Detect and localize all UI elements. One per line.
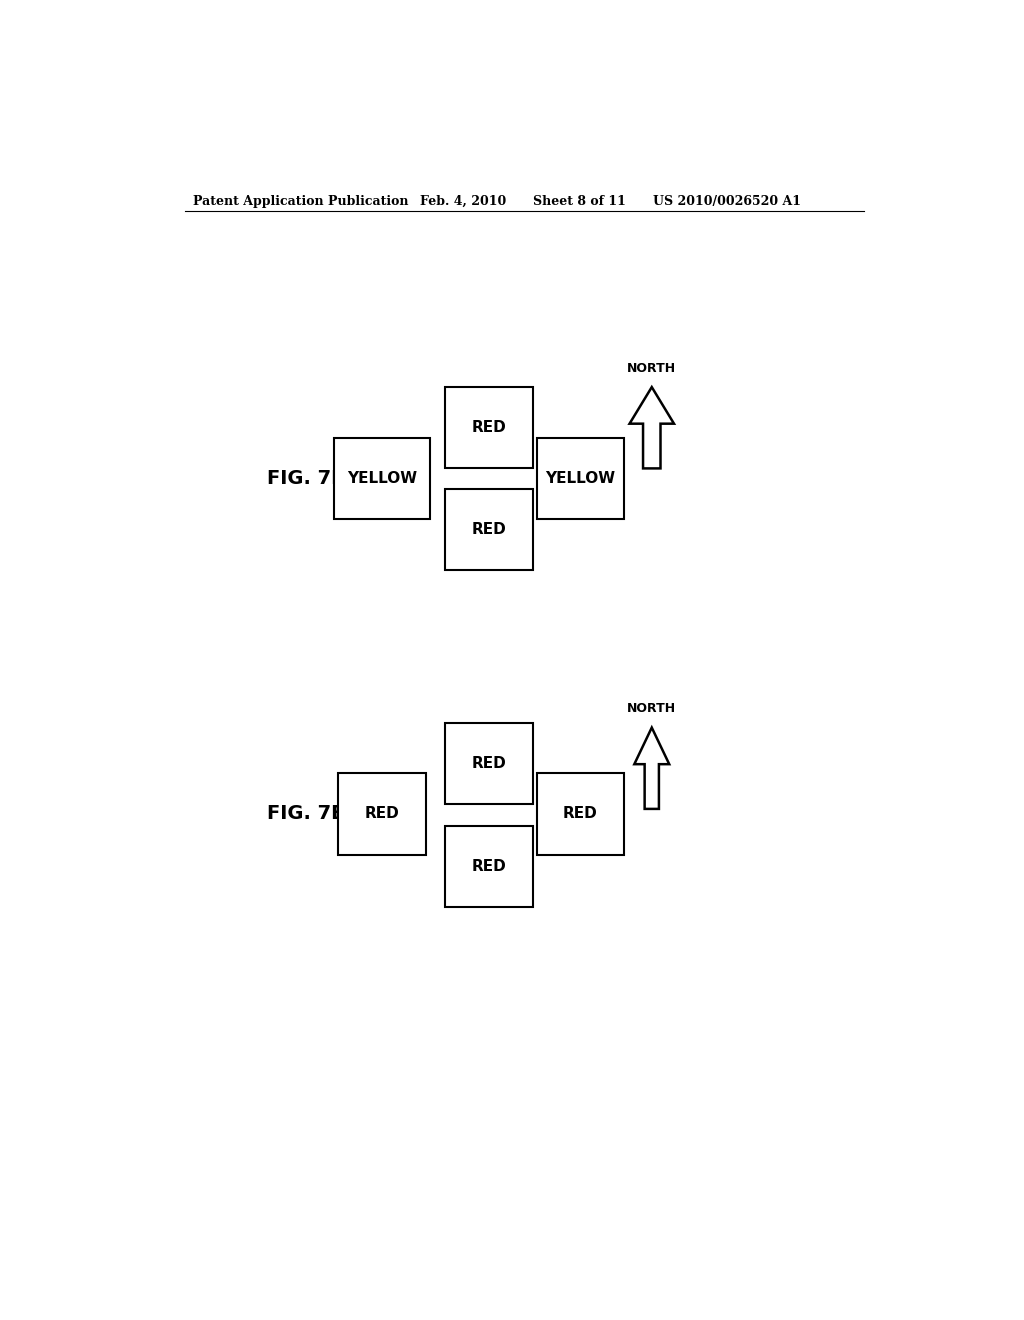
Text: Patent Application Publication: Patent Application Publication bbox=[194, 194, 409, 207]
Bar bbox=[445, 826, 532, 907]
Bar bbox=[338, 774, 426, 854]
Text: US 2010/0026520 A1: US 2010/0026520 A1 bbox=[653, 194, 802, 207]
Text: FIG. 7D: FIG. 7D bbox=[267, 469, 347, 488]
Bar bbox=[445, 387, 532, 469]
Polygon shape bbox=[634, 727, 670, 809]
Bar bbox=[334, 438, 430, 519]
Bar bbox=[537, 774, 624, 854]
Text: Feb. 4, 2010: Feb. 4, 2010 bbox=[420, 194, 506, 207]
Text: NORTH: NORTH bbox=[628, 702, 676, 715]
Text: RED: RED bbox=[472, 755, 507, 771]
Text: RED: RED bbox=[472, 521, 507, 537]
Bar bbox=[537, 438, 624, 519]
Text: RED: RED bbox=[563, 807, 598, 821]
Bar bbox=[445, 488, 532, 570]
Bar bbox=[445, 722, 532, 804]
Text: Sheet 8 of 11: Sheet 8 of 11 bbox=[532, 194, 626, 207]
Text: RED: RED bbox=[365, 807, 399, 821]
Text: YELLOW: YELLOW bbox=[347, 471, 417, 486]
Text: FIG. 7E: FIG. 7E bbox=[267, 804, 344, 824]
Polygon shape bbox=[630, 387, 674, 469]
Text: RED: RED bbox=[472, 420, 507, 436]
Text: NORTH: NORTH bbox=[628, 362, 676, 375]
Text: RED: RED bbox=[472, 859, 507, 874]
Text: YELLOW: YELLOW bbox=[546, 471, 615, 486]
